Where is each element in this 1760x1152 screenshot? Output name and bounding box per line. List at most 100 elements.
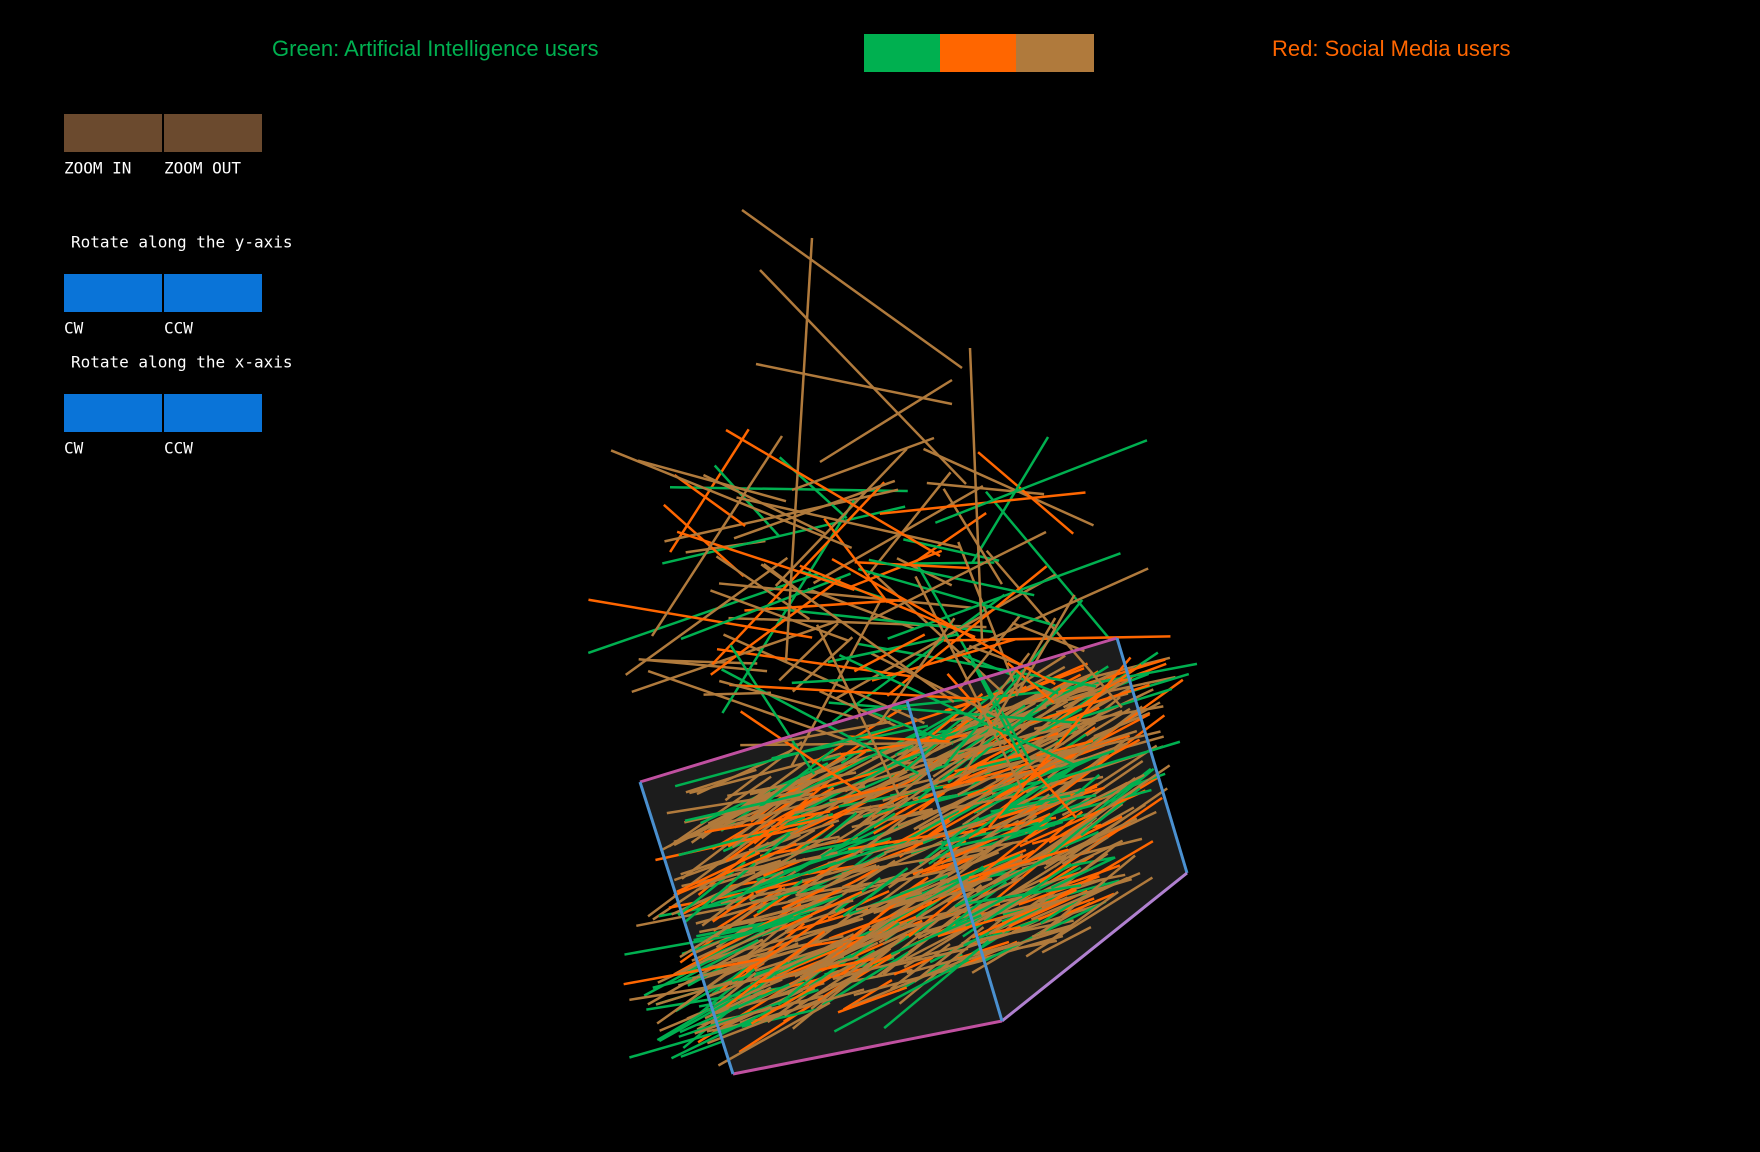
- data-line: [624, 556, 789, 676]
- rotate-y-cw-label: CW: [64, 319, 84, 338]
- data-line: [968, 848, 1069, 879]
- data-line: [799, 921, 908, 979]
- data-line: [774, 447, 908, 587]
- data-line: [962, 617, 1057, 776]
- swatch-brown: [1016, 34, 1094, 72]
- data-line: [731, 787, 813, 849]
- data-line: [946, 814, 1038, 884]
- data-line: [922, 812, 1051, 872]
- data-line: [684, 791, 807, 822]
- data-line: [894, 716, 954, 757]
- zoom-in-button[interactable]: [64, 114, 162, 152]
- data-line: [711, 481, 886, 666]
- data-line: [873, 799, 921, 829]
- data-line: [719, 894, 843, 945]
- data-line: [1074, 742, 1129, 764]
- data-line: [1053, 787, 1168, 868]
- data-line: [925, 847, 975, 887]
- cube-edges: [638, 636, 1189, 1076]
- data-line: [922, 447, 1095, 527]
- rotate-x-ccw-button[interactable]: [164, 394, 262, 432]
- data-line: [739, 710, 864, 796]
- data-line: [780, 994, 824, 1008]
- data-line: [745, 914, 829, 973]
- data-line: [838, 653, 1076, 767]
- data-line: [795, 876, 906, 897]
- data-line: [857, 567, 1057, 627]
- rotate-x-title: Rotate along the x-axis: [71, 353, 293, 372]
- data-line: [804, 893, 925, 982]
- data-line: [790, 835, 881, 856]
- data-line: [913, 926, 985, 983]
- data-line: [989, 791, 1085, 830]
- swatch-green: [864, 34, 940, 72]
- data-line: [695, 871, 756, 892]
- data-line: [657, 917, 795, 984]
- data-line: [1036, 877, 1133, 909]
- data-line: [754, 839, 837, 865]
- data-line: [778, 622, 839, 682]
- data-line: [855, 891, 923, 911]
- data-line: [678, 812, 834, 857]
- cube-edge: [638, 781, 735, 1075]
- data-line: [1064, 856, 1115, 868]
- rotate-x-ccw-label: CCW: [164, 439, 193, 458]
- data-line: [1010, 752, 1110, 832]
- data-line: [939, 835, 1009, 883]
- rotate-y-ccw-button[interactable]: [164, 274, 262, 312]
- data-line: [725, 930, 826, 1008]
- data-line: [724, 741, 803, 802]
- data-line: [712, 886, 783, 932]
- data-line: [1042, 879, 1120, 902]
- data-line: [849, 549, 943, 589]
- data-line: [725, 428, 941, 558]
- data-line: [832, 944, 964, 981]
- data-line: [910, 561, 995, 565]
- data-line: [1026, 683, 1150, 725]
- data-line: [711, 892, 755, 923]
- data-line: [954, 753, 1022, 773]
- data-line: [872, 791, 945, 835]
- data-line: [921, 858, 970, 877]
- data-line: [819, 378, 953, 464]
- data-line: [717, 1001, 831, 1067]
- data-line: [828, 701, 1080, 725]
- data-line: [673, 474, 746, 527]
- data-line: [1061, 836, 1109, 866]
- data-line: [876, 809, 960, 858]
- data-line: [726, 914, 813, 972]
- data-line: [770, 720, 891, 745]
- rotate-y-title: Rotate along the y-axis: [71, 233, 293, 252]
- data-line: [892, 853, 1021, 907]
- data-line: [842, 879, 892, 917]
- data-line: [673, 799, 816, 844]
- data-line: [961, 919, 1074, 945]
- data-line: [1039, 764, 1171, 855]
- data-line: [882, 875, 1024, 945]
- data-line: [906, 941, 1021, 975]
- data-line: [823, 517, 889, 604]
- data-line: [710, 577, 842, 676]
- data-line: [864, 738, 1008, 793]
- data-line: [701, 877, 766, 927]
- data-line: [740, 741, 953, 747]
- data-line: [946, 762, 1028, 789]
- rotate-y-cw-button[interactable]: [64, 274, 162, 312]
- data-line: [650, 435, 784, 637]
- rotate-x-cw-button[interactable]: [64, 394, 162, 432]
- data-line: [637, 459, 787, 503]
- data-line: [725, 899, 827, 928]
- cube-edge: [1115, 637, 1189, 874]
- zoom-out-button[interactable]: [164, 114, 262, 152]
- data-line: [796, 868, 924, 905]
- data-line: [623, 957, 766, 986]
- legend-green: Green: Artificial Intelligence users: [272, 36, 599, 61]
- data-line: [685, 768, 757, 794]
- data-line: [842, 979, 893, 1011]
- data-line: [822, 800, 868, 827]
- data-line: [833, 958, 970, 1033]
- data-line: [1049, 890, 1119, 942]
- data-line: [1011, 939, 1058, 951]
- data-line: [985, 490, 1113, 642]
